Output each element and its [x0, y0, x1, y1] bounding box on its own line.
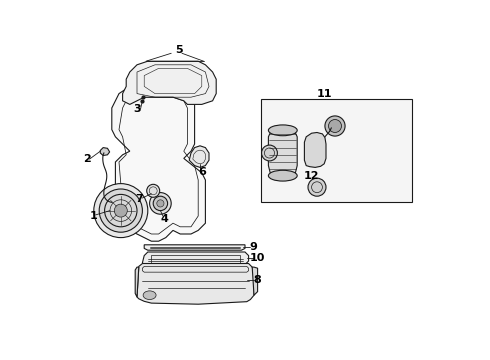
Ellipse shape [143, 291, 156, 300]
Polygon shape [189, 146, 209, 167]
Ellipse shape [114, 204, 127, 217]
Ellipse shape [328, 120, 342, 132]
Polygon shape [143, 252, 248, 266]
Ellipse shape [149, 193, 171, 214]
Ellipse shape [153, 196, 168, 211]
Ellipse shape [262, 145, 277, 161]
Text: 8: 8 [253, 275, 261, 285]
Polygon shape [144, 245, 245, 250]
Text: 2: 2 [83, 154, 91, 164]
Text: 1: 1 [89, 211, 97, 221]
Ellipse shape [147, 184, 160, 197]
Text: 9: 9 [249, 242, 257, 252]
Polygon shape [304, 132, 326, 167]
Ellipse shape [308, 178, 326, 196]
Ellipse shape [99, 189, 143, 232]
Polygon shape [100, 148, 110, 156]
Ellipse shape [94, 184, 148, 238]
Text: 5: 5 [175, 45, 183, 55]
Ellipse shape [269, 125, 297, 136]
Polygon shape [137, 264, 254, 304]
Text: 10: 10 [249, 253, 265, 264]
Polygon shape [112, 83, 205, 241]
Polygon shape [122, 61, 216, 104]
Bar [261, 99, 413, 202]
Polygon shape [252, 267, 258, 295]
Ellipse shape [157, 200, 164, 207]
Text: 3: 3 [133, 104, 141, 114]
Text: 4: 4 [161, 213, 169, 224]
Text: 7: 7 [136, 194, 144, 204]
Ellipse shape [325, 116, 345, 136]
Text: 11: 11 [317, 89, 332, 99]
Text: 6: 6 [198, 167, 206, 177]
Text: 12: 12 [304, 171, 319, 181]
Polygon shape [135, 267, 139, 297]
Ellipse shape [269, 170, 297, 181]
Bar [151, 255, 240, 263]
Polygon shape [269, 130, 297, 176]
